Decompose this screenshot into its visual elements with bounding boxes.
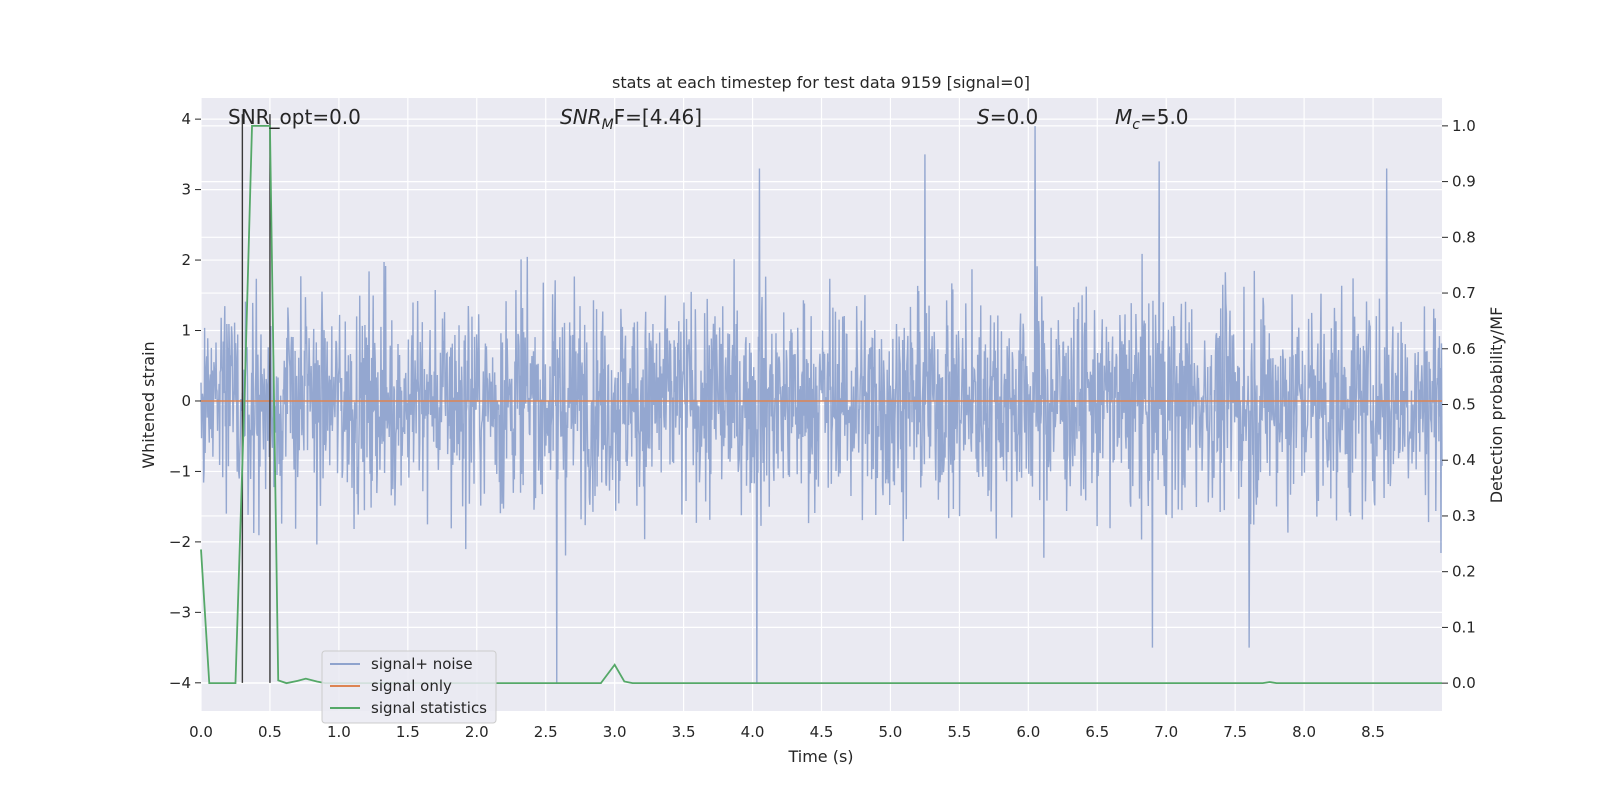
legend-label-signal-noise: signal+ noise <box>371 655 473 673</box>
x-tick-label: 7.5 <box>1223 723 1247 741</box>
vertical-markers <box>241 114 271 683</box>
y-left-tick-label: 3 <box>181 181 191 199</box>
x-tick-label: 6.0 <box>1016 723 1040 741</box>
snr-mf-main: SNR <box>560 105 602 129</box>
snr-mf-rest: F=[4.46] <box>614 105 702 129</box>
y-left-tick-label: 0 <box>181 392 191 410</box>
y-right-tick-label: 1.0 <box>1452 117 1476 135</box>
mc-sub: c <box>1132 117 1140 133</box>
legend-label-signal-only: signal only <box>371 677 452 695</box>
legend: signal+ noise signal only signal statist… <box>321 650 497 724</box>
mc-rest: =5.0 <box>1140 105 1189 129</box>
annotation-snr-mf: SNRMF=[4.46] <box>560 105 702 133</box>
y-right-tick-label: 0.9 <box>1452 173 1476 191</box>
x-tick-label: 1.0 <box>327 723 351 741</box>
x-tick-label: 0.5 <box>258 723 282 741</box>
y-left-tick-label: 1 <box>181 322 191 340</box>
y-right-tick-labels: 0.0 0.1 0.2 0.3 0.4 0.5 0.6 0.7 0.8 0.9 1.0 <box>1442 117 1476 692</box>
x-tick-label: 1.5 <box>396 723 420 741</box>
annotation-snr-opt: SNR_opt=0.0 <box>228 105 361 129</box>
chart-title: stats at each timestep for test data 915… <box>612 73 1030 92</box>
y-left-tick-label: −4 <box>169 674 191 692</box>
signal-noise-line <box>200 126 1443 683</box>
x-tick-label: 3.5 <box>672 723 696 741</box>
legend-label-signal-statistics: signal statistics <box>371 699 487 717</box>
y-right-tick-label: 0.8 <box>1452 228 1476 246</box>
y-left-tick-label: −2 <box>169 533 191 551</box>
x-tick-label: 3.0 <box>603 723 627 741</box>
x-tick-label: 8.5 <box>1361 723 1385 741</box>
x-tick-label: 8.0 <box>1292 723 1316 741</box>
y-right-tick-label: 0.5 <box>1452 396 1476 414</box>
x-tick-labels: 0.0 0.5 1.0 1.5 2.0 2.5 3.0 3.5 4.0 4.5 5.0 5.5 6.0 6… <box>189 723 1385 741</box>
signal-statistics-series <box>200 124 1442 685</box>
x-tick-label: 7.0 <box>1154 723 1178 741</box>
y-right-tick-label: 0.7 <box>1452 284 1476 302</box>
x-tick-label: 4.0 <box>741 723 765 741</box>
x-tick-label: 2.0 <box>465 723 489 741</box>
y-right-tick-label: 0.3 <box>1452 507 1476 525</box>
x-axis-label: Time (s) <box>787 747 853 766</box>
y-right-axis-label: Detection probability/MF <box>1487 307 1506 504</box>
y-left-tick-label: −3 <box>169 603 191 621</box>
signal-noise-series <box>200 126 1443 683</box>
snr-mf-sub: M <box>602 117 614 133</box>
x-tick-label: 5.0 <box>879 723 903 741</box>
signal-statistics-line <box>200 124 1442 685</box>
legend-box <box>321 650 497 724</box>
y-right-tick-label: 0.2 <box>1452 563 1476 581</box>
x-tick-label: 2.5 <box>534 723 558 741</box>
y-left-tick-label: 2 <box>181 251 191 269</box>
x-tick-label: 5.5 <box>947 723 971 741</box>
y-right-tick-label: 0.1 <box>1452 618 1476 636</box>
x-tick-label: 4.5 <box>810 723 834 741</box>
y-left-tick-label: −1 <box>169 462 191 480</box>
y-left-tick-labels: −4 −3 −2 −1 0 1 2 3 4 <box>169 110 201 692</box>
x-tick-label: 0.0 <box>189 723 213 741</box>
y-left-axis-label: Whitened strain <box>139 341 158 468</box>
mc-main: M <box>1115 105 1132 129</box>
grid <box>200 98 1442 711</box>
annotation-s: S=0.0 <box>977 105 1038 129</box>
y-right-tick-label: 0.4 <box>1452 451 1476 469</box>
annotation-mc: Mc=5.0 <box>1115 105 1189 133</box>
x-tick-label: 6.5 <box>1085 723 1109 741</box>
s-main: S <box>977 105 990 129</box>
s-rest: =0.0 <box>990 105 1039 129</box>
y-left-tick-label: 4 <box>181 110 191 128</box>
y-right-tick-label: 0.6 <box>1452 340 1476 358</box>
y-right-tick-label: 0.0 <box>1452 674 1476 692</box>
